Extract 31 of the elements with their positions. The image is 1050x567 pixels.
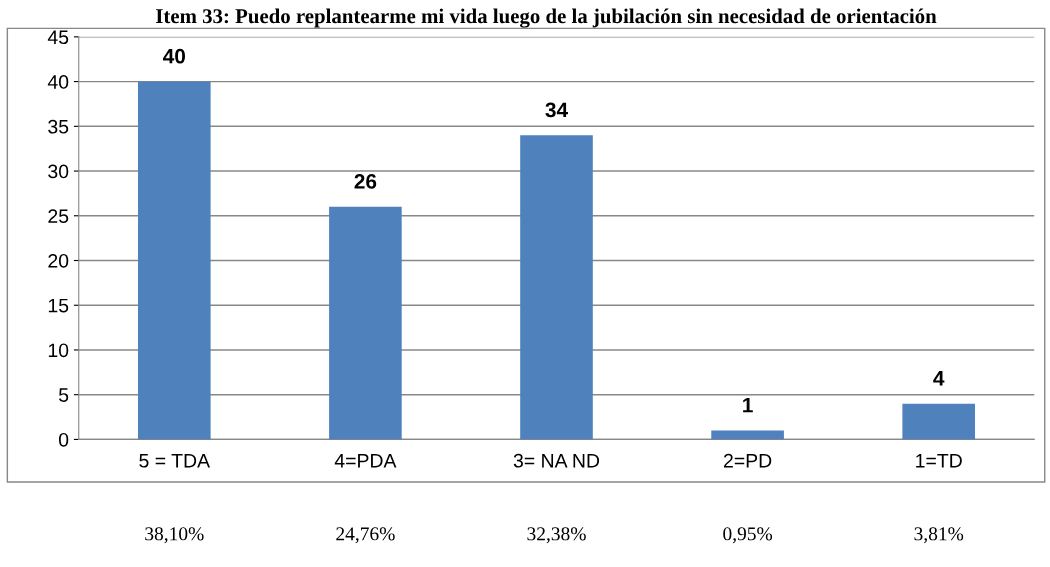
x-tick-label: 2=PD xyxy=(723,453,772,468)
bar xyxy=(329,206,402,440)
text: 24,76% xyxy=(336,527,395,544)
x-tick-label: 3= NA ND xyxy=(513,453,600,468)
data-label: 4 xyxy=(933,371,945,386)
chart-title: Item 33: Puedo replantearme mi vida luego de la jubilación sin necesidad de orientación xyxy=(155,8,937,28)
bar xyxy=(711,430,784,440)
y-tick-label: 40 xyxy=(47,75,69,89)
data-label: 40 xyxy=(163,48,186,64)
x-tick-label: 5 = TDA xyxy=(139,454,211,468)
y-tick-label: 5 xyxy=(58,388,69,402)
text: 0,95% xyxy=(723,527,773,544)
y-tick-label: 25 xyxy=(48,209,69,224)
y-tick-label: 35 xyxy=(48,119,69,134)
x-tick-label: 1=TD xyxy=(916,454,962,468)
y-tick-label: 0 xyxy=(58,432,69,447)
bar xyxy=(137,81,211,440)
bar xyxy=(520,135,593,440)
y-tick-label: 45 xyxy=(47,30,69,45)
data-label: 34 xyxy=(545,102,568,118)
x-tick-label: 4=PDA xyxy=(334,454,397,468)
y-tick-label: 20 xyxy=(48,253,69,268)
data-label: 1 xyxy=(743,397,753,413)
y-tick-label: 15 xyxy=(48,298,69,313)
y-tick-label: 10 xyxy=(48,343,69,358)
text: 3,81% xyxy=(914,527,964,544)
text: 32,38% xyxy=(527,527,586,544)
data-label: 26 xyxy=(354,174,377,189)
bar xyxy=(902,403,976,440)
text: 38,10% xyxy=(145,527,204,544)
y-tick-label: 30 xyxy=(48,164,69,179)
